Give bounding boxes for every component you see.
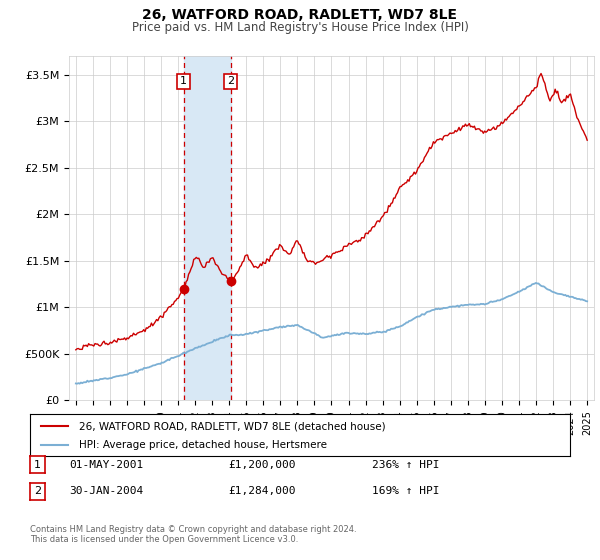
Text: 169% ↑ HPI: 169% ↑ HPI [372,486,439,496]
Text: HPI: Average price, detached house, Hertsmere: HPI: Average price, detached house, Hert… [79,440,326,450]
Text: 30-JAN-2004: 30-JAN-2004 [69,486,143,496]
Text: 26, WATFORD ROAD, RADLETT, WD7 8LE (detached house): 26, WATFORD ROAD, RADLETT, WD7 8LE (deta… [79,421,385,431]
Text: Price paid vs. HM Land Registry's House Price Index (HPI): Price paid vs. HM Land Registry's House … [131,21,469,34]
Text: This data is licensed under the Open Government Licence v3.0.: This data is licensed under the Open Gov… [30,535,298,544]
Text: Contains HM Land Registry data © Crown copyright and database right 2024.: Contains HM Land Registry data © Crown c… [30,525,356,534]
Text: 26, WATFORD ROAD, RADLETT, WD7 8LE: 26, WATFORD ROAD, RADLETT, WD7 8LE [143,8,458,22]
Text: 2: 2 [34,486,41,496]
Text: £1,284,000: £1,284,000 [228,486,296,496]
Text: 01-MAY-2001: 01-MAY-2001 [69,460,143,470]
Text: 2: 2 [227,77,234,86]
Text: £1,200,000: £1,200,000 [228,460,296,470]
Text: 1: 1 [34,460,41,470]
Text: 1: 1 [180,77,187,86]
Bar [184,56,230,400]
Text: 236% ↑ HPI: 236% ↑ HPI [372,460,439,470]
